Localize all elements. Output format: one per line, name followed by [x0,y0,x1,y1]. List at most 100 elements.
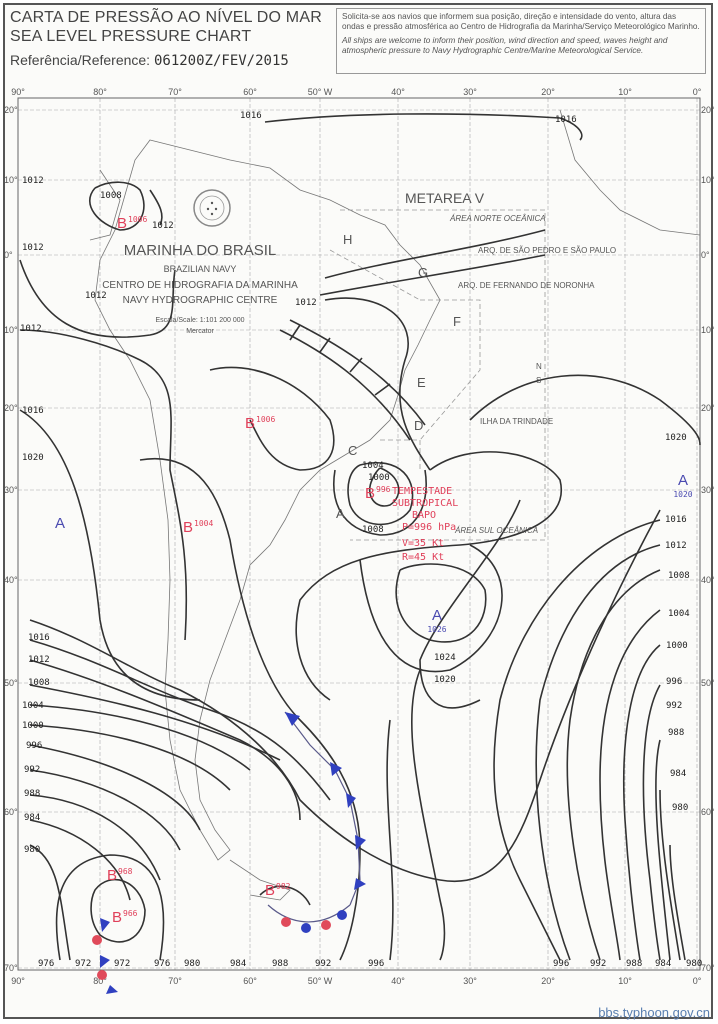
isobar-label: 1008 [28,678,50,688]
storm-gust: R=45 Kt [402,552,444,563]
lat-label-right: 40° [701,575,715,585]
low-pressure-marker: B [365,485,375,502]
lon-label-top: 40° [391,87,405,97]
south-marker: S [536,376,541,385]
storm-pressure: P=996 hPa [402,522,456,533]
low-pressure-marker: B [183,519,193,536]
system-pressure-value: 982 [276,882,291,891]
map-border [17,97,701,971]
lat-label-left: 10° [4,325,18,335]
lon-label-top: 30° [463,87,477,97]
isobar-label: 988 [668,728,684,738]
lon-label-top: 10° [618,87,632,97]
isobar-label: 1012 [20,324,42,334]
lon-label-bottom: 20° [541,976,555,986]
zone-label-d: D [414,418,423,433]
watermark: bbs.typhoon.gov.cn [598,1005,710,1020]
notice-english: All ships are welcome to inform their po… [342,36,668,55]
isobar-label: 976 [154,959,170,969]
isobar-label: 1020 [434,675,456,685]
system-pressure-value: 968 [118,867,133,876]
high-pressure-marker: A [432,607,442,624]
lat-label-right: 20° [701,403,715,413]
low-pressure-marker: B [265,882,275,899]
lat-label-left: 40° [4,575,18,585]
central-america-coastline [89,169,121,241]
lon-label-bottom: 0° [693,976,702,986]
area-north-label: ÁREA NORTE OCEÂNICA [449,214,546,223]
africa-coastline [559,109,701,236]
lon-label-bottom: 10° [618,976,632,986]
lat-label-left: 20° [4,403,18,413]
lat-label-right: 20° [701,105,715,115]
lat-label-right: 0° [701,250,710,260]
isobar-label: 1004 [362,461,384,471]
low-pressure-marker: B [245,415,255,432]
system-pressure-value: 1026 [427,625,446,634]
isobar-label: 1000 [368,473,390,483]
isobar-label: 1000 [22,721,44,731]
isobar-label: 1012 [152,221,174,231]
reference-value: 061200Z/FEV/2015 [153,53,289,69]
isobar-label: 1012 [22,176,44,186]
isobar-label: 980 [24,845,40,855]
lon-label-bottom: 40° [391,976,405,986]
zone-label-e: E [417,375,426,390]
trindade-label: ILHA DA TRINDADE [480,417,553,426]
lat-label-left: 20° [4,105,18,115]
isobar-label: 1020 [22,453,44,463]
isobar-label: 992 [666,701,682,711]
zone-labels: H G F E D C A [336,232,461,521]
isobar-label: 984 [24,813,40,823]
system-pressure-value: 1020 [673,490,692,499]
isobar-label: 972 [75,959,91,969]
isobar-label: 1024 [434,653,456,663]
lon-label-top: 60° [243,87,257,97]
isobar-label: 988 [626,959,642,969]
isobar-label: 992 [590,959,606,969]
isobar-label: 1016 [665,515,687,525]
lon-label-top: 80° [93,87,107,97]
lon-label-bottom: 60° [243,976,257,986]
lat-label-right: 10° [701,325,715,335]
isobar-label: 972 [114,959,130,969]
isobar-label: 1012 [22,243,44,253]
zone-label-a: A [336,506,345,521]
isobars [19,113,701,961]
lat-label-left: 60° [4,807,18,817]
low-pressure-marker: B [112,909,122,926]
zone-label-c: C [348,443,357,458]
reference-label: Referência/Reference: [10,52,151,68]
isobar-label: 1004 [668,609,690,619]
system-pressure-value: 1004 [194,519,213,528]
isobar-label: 1012 [28,655,50,665]
lon-label-bottom: 50° W [308,976,333,986]
isobar-label: 1000 [666,641,688,651]
lat-label-left: 50° [4,678,18,688]
title-english: SEA LEVEL PRESSURE CHART [10,28,252,45]
lon-label-top: 90° [11,87,25,97]
system-pressure-value: 996 [376,485,391,494]
chart-header: CARTA DE PRESSÃO AO NÍVEL DO MAR SEA LEV… [10,8,330,69]
noronha-label: ARQ. DE FERNANDO DE NORONHA [458,281,595,290]
isobar-label: 976 [38,959,54,969]
lat-label-right: 50° [701,678,715,688]
centre-pt: CENTRO DE HIDROGRAFIA DA MARINHA [102,280,298,291]
centre-en: NAVY HYDROGRAPHIC CENTRE [123,295,278,306]
navy-seal-logo [193,189,231,227]
sao-pedro-label: ARQ. DE SÃO PEDRO E SÃO PAULO [478,246,616,255]
lon-label-bottom: 80° [93,976,107,986]
low-pressure-marker: B [107,867,117,884]
zone-label-h: H [343,232,352,247]
isobar-label: 996 [666,677,682,687]
title-portuguese: CARTA DE PRESSÃO AO NÍVEL DO MAR [10,9,322,26]
area-south-label: ÁREA SUL OCEÂNICA [454,526,538,535]
system-pressure-value: 966 [123,909,138,918]
lat-label-right: 10° [701,175,715,185]
lon-label-bottom: 30° [463,976,477,986]
storm-line1: TEMPESTADE [392,486,452,497]
high-pressure-marker: A [55,515,65,532]
lat-label-right: 70° [701,963,715,973]
isobar-label: 1008 [668,571,690,581]
